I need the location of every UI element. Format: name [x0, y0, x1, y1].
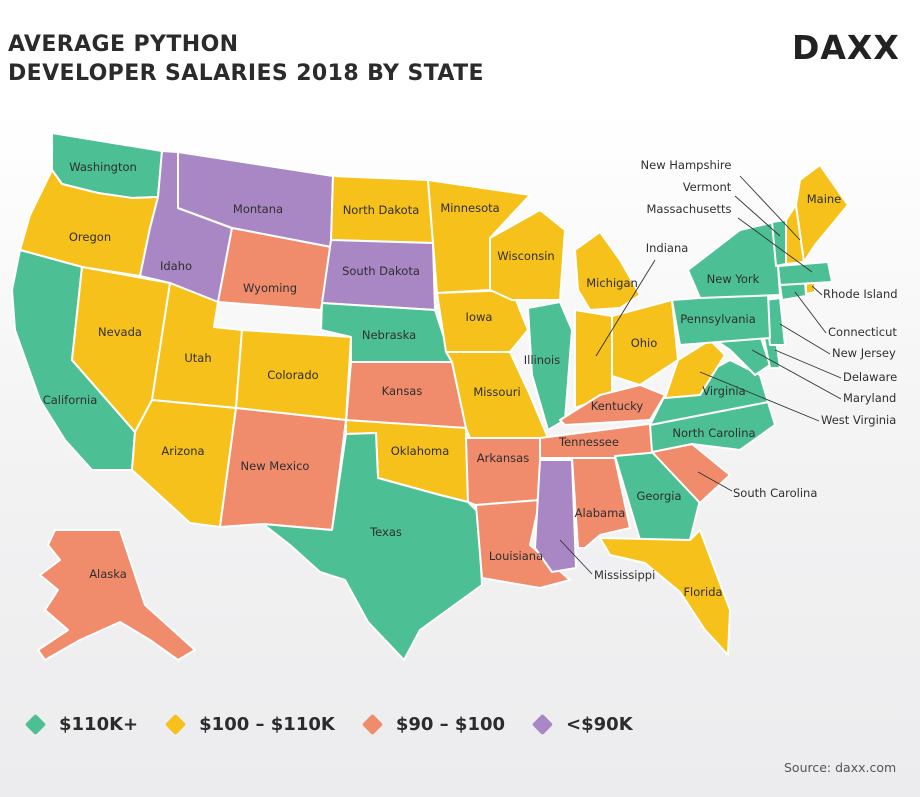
state-label-idaho: Idaho [160, 259, 192, 273]
state-label-nebraska: Nebraska [362, 328, 416, 342]
state-label-mississippi: Mississippi [594, 568, 655, 582]
state-label-illinois: Illinois [524, 353, 561, 367]
state-label-new-york: New York [707, 272, 760, 286]
legend-label-high: $110K+ [59, 714, 139, 735]
legend-item-lowest: <$90K [531, 713, 633, 736]
state-label-oklahoma: Oklahoma [391, 444, 450, 458]
legend-swatch-high [24, 713, 47, 736]
state-label-alaska: Alaska [89, 567, 127, 581]
state-label-arizona: Arizona [161, 444, 204, 458]
state-label-oregon: Oregon [69, 230, 111, 244]
state-new-york [687, 221, 781, 299]
legend-item-high: $110K+ [24, 713, 139, 736]
state-label-massachusetts: Massachusetts [647, 202, 732, 216]
leader-line-delaware [774, 349, 842, 379]
state-label-wyoming: Wyoming [243, 281, 297, 295]
state-label-washington: Washington [69, 160, 137, 174]
state-arkansas [465, 437, 549, 506]
state-florida [599, 529, 731, 656]
leader-line-massachusetts [737, 217, 813, 273]
leader-line-mississippi [559, 539, 593, 575]
leader-line-indiana [595, 259, 656, 357]
legend-label-lowest: <$90K [566, 714, 633, 735]
state-label-south-carolina: South Carolina [733, 486, 817, 500]
state-label-vermont: Vermont [683, 180, 732, 194]
state-label-texas: Texas [369, 525, 402, 539]
state-label-minnesota: Minnesota [440, 201, 499, 215]
state-label-north-dakota: North Dakota [343, 203, 420, 217]
state-label-indiana: Indiana [646, 241, 689, 255]
state-label-virginia: Virginia [702, 384, 745, 398]
state-label-alabama: Alabama [575, 506, 626, 520]
daxx-logo: DAXX [792, 28, 900, 67]
us-map: Washington Oregon California Nevada Idaho Mon… [11, 132, 898, 661]
state-label-new-jersey: New Jersey [832, 346, 896, 360]
state-label-north-carolina: North Carolina [672, 426, 755, 440]
state-label-georgia: Georgia [636, 489, 681, 503]
legend-item-mid: $100 – $110K [165, 713, 335, 736]
state-wisconsin [489, 209, 566, 301]
legend-swatch-lowest [531, 713, 554, 736]
page-title: AVERAGE PYTHON DEVELOPER SALARIES 2018 B… [8, 30, 484, 88]
state-massachusetts [777, 261, 833, 286]
state-label-missouri: Missouri [473, 385, 520, 399]
title-line-1: AVERAGE PYTHON [8, 32, 239, 57]
state-label-new-mexico: New Mexico [241, 459, 310, 473]
state-label-maryland: Maryland [843, 391, 896, 405]
state-michigan [574, 231, 641, 311]
state-label-maine: Maine [807, 192, 842, 206]
leader-line-maryland [751, 349, 842, 400]
state-label-kentucky: Kentucky [591, 399, 644, 413]
state-ohio [611, 299, 679, 386]
legend-label-low: $90 – $100 [395, 714, 506, 735]
leader-line-vermont [734, 195, 781, 237]
state-texas [262, 432, 483, 661]
state-label-montana: Montana [233, 202, 283, 216]
title-line-2: DEVELOPER SALARIES 2018 BY STATE [8, 61, 484, 86]
state-label-ohio: Ohio [631, 336, 658, 350]
state-label-iowa: Iowa [466, 310, 493, 324]
leader-line-new-hampshire [739, 175, 801, 241]
leader-line-south-carolina [697, 471, 733, 492]
state-label-louisiana: Louisiana [489, 549, 543, 563]
legend-item-low: $90 – $100 [361, 713, 506, 736]
state-label-wisconsin: Wisconsin [497, 249, 554, 263]
state-alaska [37, 529, 196, 661]
state-mississippi [534, 459, 577, 573]
state-label-arkansas: Arkansas [477, 451, 529, 465]
state-label-colorado: Colorado [267, 368, 318, 382]
state-label-pennsylvania: Pennsylvania [680, 312, 756, 326]
state-label-michigan: Michigan [586, 276, 638, 290]
state-label-utah: Utah [184, 351, 211, 365]
state-arizona [131, 399, 237, 528]
leader-line-connecticut [794, 291, 827, 334]
legend-swatch-mid [165, 713, 187, 736]
leader-line-new-jersey [779, 323, 831, 355]
state-label-connecticut: Connecticut [828, 325, 897, 339]
state-label-rhode-island: Rhode Island [823, 287, 898, 301]
state-label-nevada: Nevada [98, 325, 142, 339]
legend: $110K+ $100 – $110K $90 – $100 <$90K [24, 713, 663, 736]
state-label-new-hampshire: New Hampshire [641, 158, 732, 172]
leader-line-west-virginia [699, 371, 820, 422]
state-label-kansas: Kansas [382, 384, 423, 398]
source-note: Source: daxx.com [784, 760, 897, 775]
state-maine [795, 164, 849, 263]
leader-line-rhode-island [811, 285, 823, 296]
legend-swatch-low [361, 713, 383, 736]
state-label-tennessee: Tennessee [558, 435, 619, 449]
state-label-california: California [43, 393, 98, 407]
state-label-west-virginia: West Virginia [821, 413, 896, 427]
state-label-delaware: Delaware [843, 370, 897, 384]
legend-label-mid: $100 – $110K [199, 714, 335, 735]
state-label-south-dakota: South Dakota [342, 264, 420, 278]
state-label-florida: Florida [683, 585, 722, 599]
